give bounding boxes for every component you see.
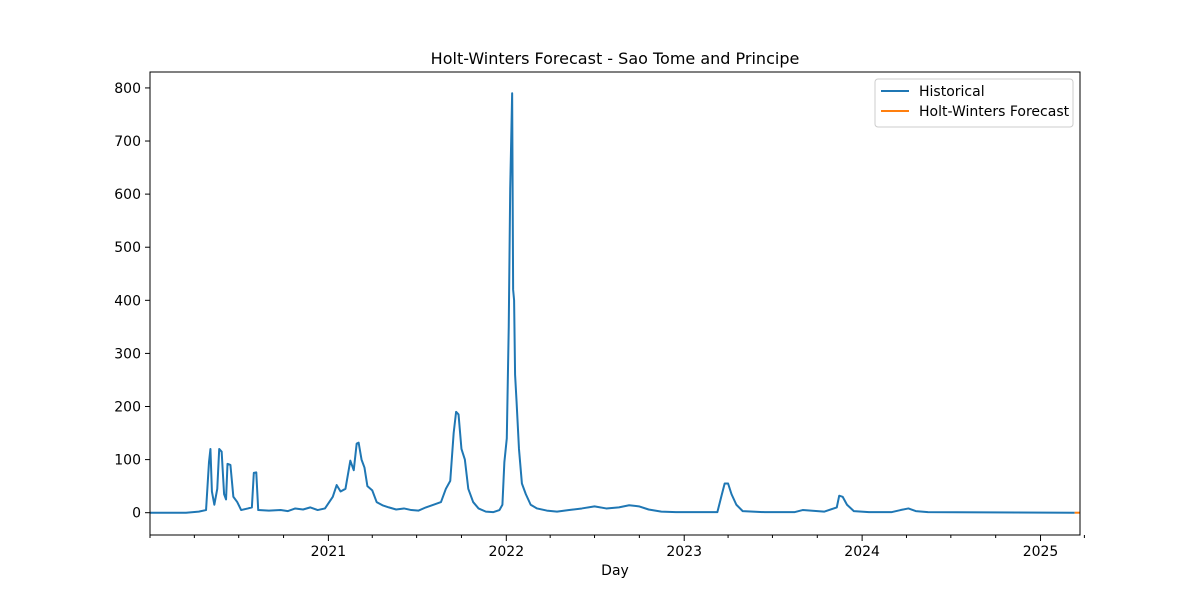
y-tick-label: 500 <box>114 240 141 256</box>
x-tick-label: 2025 <box>1023 544 1059 560</box>
y-tick-label: 400 <box>114 293 141 309</box>
x-tick-label: 2024 <box>844 544 880 560</box>
y-tick-label: 300 <box>114 346 141 362</box>
y-tick-label: 700 <box>114 134 141 150</box>
y-tick-label: 200 <box>114 400 141 416</box>
y-tick-label: 600 <box>114 187 141 203</box>
series-line-0 <box>150 92 1075 514</box>
chart-title: Holt-Winters Forecast - Sao Tome and Pri… <box>431 49 800 68</box>
x-tick-label: 2023 <box>666 544 702 560</box>
plot-frame <box>149 71 1081 536</box>
legend-label-0: Historical <box>919 84 985 100</box>
y-tick-label: 100 <box>114 453 141 469</box>
plot-area: 0 100 200 300 400 500 600 700 800 2021 2022 2023 202… <box>114 71 1085 560</box>
y-tick-label: 800 <box>114 81 141 97</box>
legend-box <box>874 78 1074 128</box>
x-tick-label: 2021 <box>311 544 347 560</box>
x-tick-label: 2022 <box>488 544 524 560</box>
legend-label-1: Holt-Winters Forecast <box>919 104 1070 120</box>
y-tick-label: 0 <box>132 506 141 522</box>
x-axis-label: Day <box>601 563 629 579</box>
legend: Historical Holt-Winters Forecast <box>874 78 1074 128</box>
